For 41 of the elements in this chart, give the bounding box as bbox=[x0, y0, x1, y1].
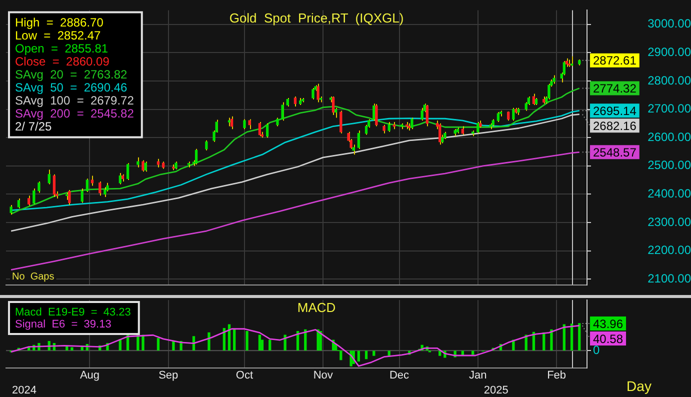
y-tick-label: 3000.00 bbox=[648, 16, 691, 31]
chart-title: Gold Spot Price,RT (IQXGL) bbox=[229, 10, 404, 26]
annotation: Open = 2855.81 bbox=[15, 42, 108, 56]
annotation: Low = 2852.47 bbox=[15, 28, 102, 43]
text: SAvg 20 = 2763.82 bbox=[15, 68, 128, 82]
annotation: 2872.61 bbox=[593, 54, 637, 68]
annotation: 40.58 bbox=[593, 332, 624, 346]
text: 2024 bbox=[12, 384, 36, 397]
annotation: High = 2886.70 bbox=[15, 16, 104, 30]
y-tick-label: 2700.00 bbox=[648, 102, 691, 116]
annotation: 2/ 7/25 bbox=[15, 120, 52, 134]
x-tick-label: Oct bbox=[236, 369, 254, 382]
x-tick-label: Feb bbox=[547, 369, 566, 382]
annotation: Close = 2860.09 bbox=[15, 54, 110, 69]
x-tick-label: Dec bbox=[389, 369, 410, 382]
x-tick-label: Jan bbox=[469, 369, 487, 382]
x-axis-title: Day bbox=[626, 378, 652, 394]
y-tick-label: 2800.00 bbox=[648, 73, 691, 88]
y-tick-label: 2200.00 bbox=[648, 243, 691, 258]
y-tick-label: 2900.00 bbox=[648, 44, 691, 59]
y-tick-label: 2400.00 bbox=[648, 186, 691, 201]
y-tick-label: 2300.00 bbox=[648, 214, 691, 229]
text: SAvg 200 = 2545.82 bbox=[15, 106, 134, 121]
text: 2025 bbox=[484, 384, 508, 397]
series-label: Macd E19-E9 = 43.23 bbox=[15, 306, 131, 319]
series-label: Signal E6 = 39.13 bbox=[15, 318, 112, 331]
text: SAvg 50 = 2690.46 bbox=[15, 80, 128, 95]
annotation: 2682.16 bbox=[593, 118, 637, 133]
x-tick-label: Nov bbox=[313, 369, 334, 382]
y-tick-label: 2500.00 bbox=[648, 158, 691, 172]
annotation: No Gaps bbox=[12, 272, 54, 283]
annotation: 2548.57 bbox=[593, 145, 637, 160]
chart-title: MACD bbox=[297, 300, 336, 316]
x-tick-label: Sep bbox=[158, 369, 178, 382]
text: SAvg 100 = 2679.72 bbox=[15, 94, 134, 108]
annotation: 2774.32 bbox=[593, 82, 637, 96]
annotation: 2695.14 bbox=[593, 104, 637, 118]
y-tick-label: 2600.00 bbox=[648, 130, 691, 144]
y-tick-label: 2100.00 bbox=[648, 271, 691, 286]
annotation: 43.96 bbox=[593, 316, 624, 331]
x-tick-label: Aug bbox=[80, 369, 100, 382]
